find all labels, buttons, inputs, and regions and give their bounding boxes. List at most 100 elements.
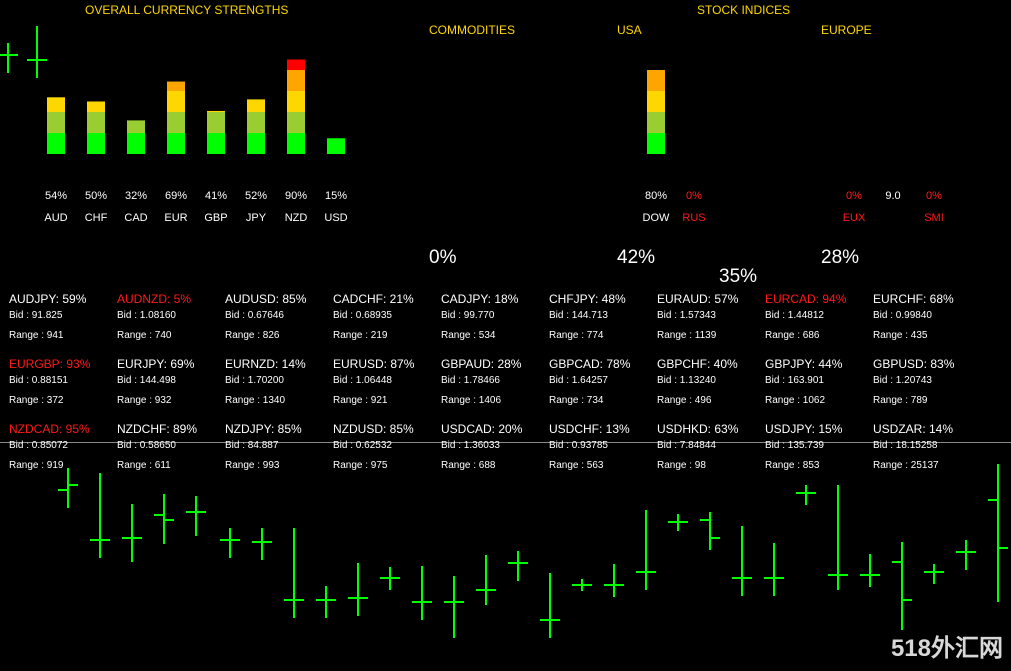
crosshair-line [0, 442, 1011, 443]
price-bar [988, 464, 1008, 602]
pair-bid: Bid : 99.770 [441, 310, 495, 321]
pair-name: GBPUSD: 83% [873, 357, 955, 371]
pair-bid: Bid : 1.08160 [117, 310, 176, 321]
summary-stocks: 35% [719, 266, 758, 287]
pair-bid: Bid : 1.20743 [873, 375, 932, 386]
pair-bid: Bid : 0.62532 [333, 440, 392, 451]
pair-bid: Bid : 1.64257 [549, 375, 608, 386]
pair-name: NZDJPY: 85% [225, 422, 302, 436]
pair-name: CADCHF: 21% [333, 292, 414, 306]
strength-bar-segment [167, 91, 185, 112]
pair-range: Range : 853 [765, 460, 820, 471]
pair-bid: Bid : 0.85072 [9, 440, 68, 451]
pair-name: EURCAD: 94% [765, 292, 847, 306]
strength-bar-segment [47, 133, 65, 154]
pair-name: EURAUD: 57% [657, 292, 739, 306]
strength-bar-segment [47, 112, 65, 133]
pair-bid: Bid : 1.70200 [225, 375, 284, 386]
price-bar [572, 579, 592, 591]
pair-range: Range : 534 [441, 330, 496, 341]
strength-bar-segment [87, 112, 105, 133]
pair-range: Range : 1139 [657, 330, 717, 341]
price-bar [186, 496, 206, 536]
price-bar [412, 566, 432, 620]
header-commodities: COMMODITIES [429, 23, 515, 37]
pair-bid: Bid : 0.93785 [549, 440, 608, 451]
price-bar [284, 528, 304, 618]
pair-name: EURUSD: 87% [333, 357, 415, 371]
strength-bar-segment [287, 59, 305, 70]
pair-name: GBPJPY: 44% [765, 357, 843, 371]
price-bar [220, 528, 240, 558]
price-bar [924, 564, 944, 584]
summary-commodities: 0% [429, 247, 457, 268]
price-bar [476, 555, 496, 605]
strength-bar-segment [87, 133, 105, 154]
currency-strength-pct: 54% [44, 190, 68, 202]
pair-range: Range : 993 [225, 460, 280, 471]
price-bar [668, 514, 688, 531]
pair-range: Range : 734 [549, 395, 604, 406]
pair-bid: Bid : 135.739 [765, 440, 824, 451]
pair-range: Range : 826 [225, 330, 280, 341]
pair-range: Range : 563 [549, 460, 604, 471]
strength-bar-segment [167, 112, 185, 133]
currency-strength-pct: 50% [84, 190, 108, 202]
strength-bar-segment [287, 112, 305, 133]
strength-bar-segment [647, 112, 665, 133]
strength-bar-segment [207, 110, 225, 112]
index-strength-pct: 0% [846, 190, 862, 202]
pair-name: USDZAR: 14% [873, 422, 954, 436]
pair-bid: Bid : 0.88151 [9, 375, 68, 386]
price-bar [604, 564, 624, 597]
price-bar [444, 576, 464, 638]
pair-range: Range : 789 [873, 395, 928, 406]
pair-bid: Bid : 144.498 [117, 375, 176, 386]
summary-europe: 28% [821, 247, 860, 268]
index-strength-pct: 0% [686, 190, 702, 202]
pair-range: Range : 932 [117, 395, 172, 406]
pair-range: Range : 496 [657, 395, 712, 406]
price-bar [732, 526, 752, 596]
index-label: RUS [682, 212, 706, 224]
header-stock-indices: STOCK INDICES [697, 3, 791, 17]
pair-bid: Bid : 1.36033 [441, 440, 500, 451]
pair-name: USDCHF: 13% [549, 422, 630, 436]
pair-name: GBPCHF: 40% [657, 357, 738, 371]
pair-bid: Bid : 18.15258 [873, 440, 938, 451]
pair-range: Range : 219 [333, 330, 388, 341]
pair-name: CHFJPY: 48% [549, 292, 626, 306]
pair-name: CADJPY: 18% [441, 292, 519, 306]
price-bar [348, 563, 368, 616]
strength-bar-segment [647, 91, 665, 112]
pair-bid: Bid : 0.67646 [225, 310, 284, 321]
strength-bar-segment [287, 70, 305, 91]
currency-label: USD [324, 212, 348, 224]
pair-range: Range : 372 [9, 395, 64, 406]
pair-range: Range : 975 [333, 460, 388, 471]
pair-name: USDCAD: 20% [441, 422, 523, 436]
price-bar [154, 494, 174, 544]
strength-bar-segment [287, 91, 305, 112]
currency-label: GBP [204, 212, 228, 224]
currency-strength-pct: 69% [164, 190, 188, 202]
price-bar [796, 485, 816, 505]
pair-range: Range : 98 [657, 460, 706, 471]
strength-bar-segment [127, 133, 145, 154]
currency-label: EUR [164, 212, 188, 224]
strength-bar-segment [247, 133, 265, 154]
pair-range: Range : 1340 [225, 395, 286, 406]
currency-label: AUD [44, 212, 68, 224]
strength-bar-segment [647, 70, 665, 91]
pair-bid: Bid : 1.57343 [657, 310, 716, 321]
pair-range: Range : 919 [9, 460, 64, 471]
currency-strength-pct: 32% [124, 190, 148, 202]
price-bar [892, 542, 912, 630]
price-bar [508, 551, 528, 581]
pair-name: NZDCHF: 89% [117, 422, 198, 436]
pair-range: Range : 1406 [441, 395, 502, 406]
header-usa: USA [617, 23, 642, 37]
pair-bid: Bid : 163.901 [765, 375, 824, 386]
currency-label: CHF [84, 212, 108, 224]
